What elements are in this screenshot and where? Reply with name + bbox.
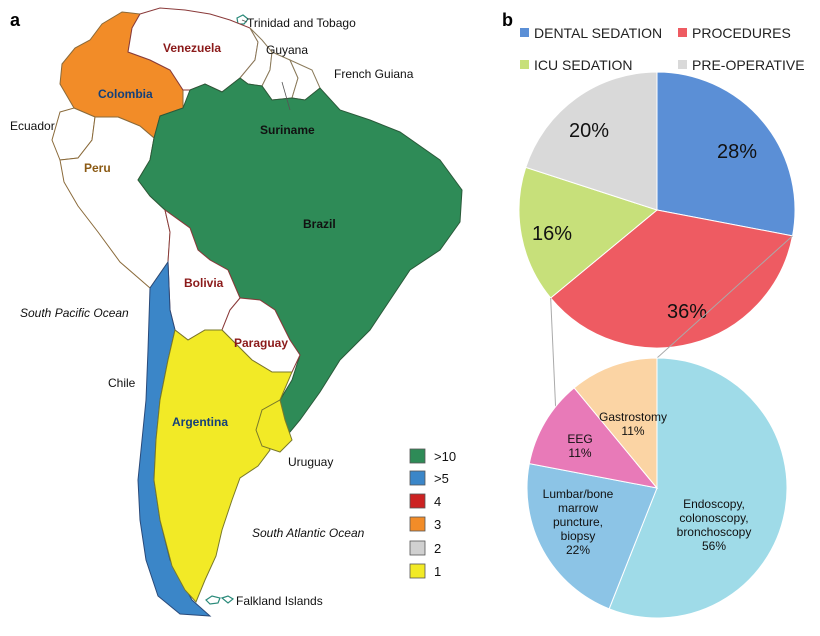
legend-label: 1	[434, 564, 441, 579]
pie-legend-label: PRE-OPERATIVE	[692, 57, 805, 73]
panel-b-letter: b	[502, 10, 513, 30]
pie-legend-label: DENTAL SEDATION	[534, 25, 662, 41]
pie-legend-label: PROCEDURES	[692, 25, 791, 41]
leader-suriname	[281, 81, 291, 111]
map-legend: >10 >5 4 3 2 1	[409, 448, 456, 579]
label-guyana: Guyana	[266, 43, 308, 57]
label-bolivia: Bolivia	[184, 276, 224, 290]
label-pacific: South Pacific Ocean	[20, 306, 129, 320]
pie-slice	[656, 71, 796, 237]
panel-a-letter: a	[10, 10, 21, 30]
label-chile: Chile	[108, 376, 136, 390]
legend-label: 3	[434, 517, 441, 532]
sub-pie-slice	[573, 357, 658, 490]
falkland-shape	[205, 595, 235, 605]
label-argentina: Argentina	[172, 415, 228, 429]
legend-label: >5	[434, 471, 449, 486]
pie-legend-item: PROCEDURES	[678, 25, 791, 41]
legend-item: 4	[409, 493, 441, 509]
label-paraguay: Paraguay	[234, 336, 288, 350]
legend-swatch	[409, 448, 426, 464]
label-peru: Peru	[84, 161, 111, 175]
leader-trinidad	[241, 19, 248, 23]
legend-item: >5	[409, 470, 449, 486]
legend-swatch	[409, 516, 426, 532]
pie-legend-swatch	[520, 60, 529, 69]
pie-legend: DENTAL SEDATION PROCEDURES ICU SEDATION PRE…	[520, 25, 805, 73]
pie-data-label: 16%	[532, 223, 572, 245]
label-french-guiana: French Guiana	[334, 67, 414, 81]
label-ecuador: Ecuador	[10, 119, 55, 133]
legend-item: 2	[409, 540, 441, 556]
legend-swatch	[409, 470, 426, 486]
label-uruguay: Uruguay	[288, 455, 333, 469]
legend-label: 2	[434, 541, 441, 556]
sub-pie-slice	[526, 463, 658, 610]
legend-swatch	[409, 563, 426, 579]
pie-legend-label: ICU SEDATION	[534, 57, 633, 73]
sub-pie-data-label: Endoscopy, colonoscopy, bronchoscopy 56%	[677, 497, 752, 553]
label-venezuela: Venezuela	[163, 41, 221, 55]
pie-legend-swatch	[678, 60, 687, 69]
legend-item: 1	[409, 563, 441, 579]
sub-pie-slice	[608, 357, 788, 619]
sub-pie-data-label: Gastrostomy 11%	[599, 410, 667, 438]
pie-legend-swatch	[520, 28, 529, 37]
main-pie-chart: 28% 36% 16% 20%	[518, 71, 796, 349]
label-suriname: Suriname	[260, 123, 315, 137]
south-america-map: Venezuela Colombia Peru Brazil Bolivia P…	[10, 7, 463, 617]
pie-data-label: 36%	[667, 301, 707, 323]
connector-line	[550, 297, 557, 408]
sub-pie-chart: Endoscopy, colonoscopy, bronchoscopy 56% Lum…	[526, 357, 788, 619]
pie-legend-item: PRE-OPERATIVE	[678, 57, 805, 73]
label-falkland: Falkland Islands	[236, 594, 323, 608]
legend-label: >10	[434, 449, 456, 464]
pie-slice	[525, 71, 658, 211]
pie-data-label: 20%	[569, 120, 609, 142]
label-colombia: Colombia	[98, 87, 153, 101]
pie-slice	[518, 166, 659, 299]
uruguay-shape	[255, 399, 293, 453]
legend-item: >10	[409, 448, 456, 464]
sub-pie-slice	[528, 387, 659, 489]
connector-line	[656, 235, 793, 359]
pie-slice	[549, 209, 794, 349]
pie-legend-item: ICU SEDATION	[520, 57, 633, 73]
legend-item: 3	[409, 516, 441, 532]
pie-legend-item: DENTAL SEDATION	[520, 25, 662, 41]
pie-data-label: 28%	[717, 141, 757, 163]
pie-connectors	[550, 235, 793, 408]
label-trinidad: Trinidad and Tobago	[247, 16, 356, 30]
legend-label: 4	[434, 494, 441, 509]
legend-swatch	[409, 540, 426, 556]
legend-swatch	[409, 493, 426, 509]
pie-legend-swatch	[678, 28, 687, 37]
label-brazil: Brazil	[303, 217, 336, 231]
label-atlantic: South Atlantic Ocean	[252, 526, 365, 540]
sub-pie-data-label: EEG 11%	[567, 432, 592, 460]
argentina-shape	[153, 329, 293, 603]
sub-pie-data-label: Lumbar/bone marrow puncture, biopsy 22%	[543, 487, 614, 557]
